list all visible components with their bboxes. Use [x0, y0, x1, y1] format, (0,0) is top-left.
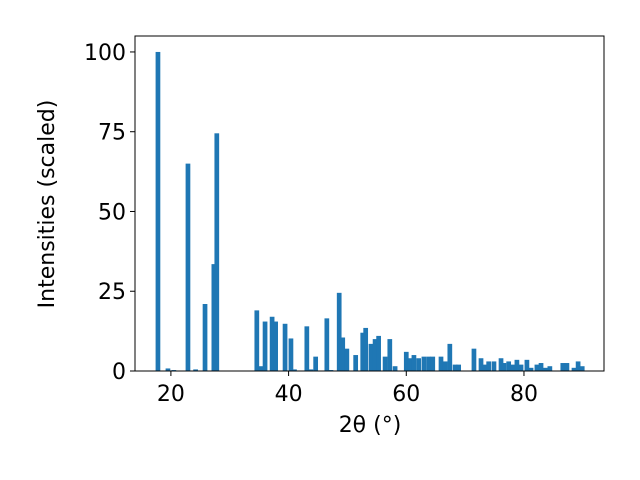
y-tick-label: 0 [112, 360, 126, 385]
bar [155, 51, 161, 371]
bar [571, 367, 577, 371]
bar [254, 310, 260, 371]
bar [288, 338, 294, 371]
bar [528, 367, 534, 371]
bar [538, 363, 544, 371]
bar [185, 163, 191, 371]
x-tick-label: 40 [275, 382, 303, 407]
bar [564, 363, 570, 371]
bar [510, 364, 516, 371]
bar [534, 364, 540, 371]
bar [579, 366, 585, 371]
bar [438, 356, 444, 371]
bar [452, 364, 458, 371]
bar [368, 343, 374, 371]
bar [202, 304, 208, 371]
bar [258, 366, 264, 371]
bar [376, 335, 381, 371]
bar [211, 264, 217, 371]
bar [324, 318, 330, 371]
x-tick-label: 80 [510, 382, 538, 407]
plot-frame [134, 35, 605, 372]
bar [447, 343, 453, 371]
bar [416, 358, 421, 371]
bar [501, 363, 507, 371]
bar [214, 133, 220, 371]
bar [498, 358, 504, 371]
bar [442, 361, 448, 371]
bar [387, 339, 393, 371]
bar [547, 366, 553, 371]
bar [304, 326, 310, 371]
bar [575, 361, 581, 371]
bar [403, 351, 409, 371]
bar [372, 339, 378, 371]
bar [382, 356, 388, 371]
bar [273, 321, 278, 371]
bar [421, 356, 427, 371]
bar [165, 368, 171, 371]
bar [514, 359, 520, 371]
bar [282, 323, 288, 371]
y-tick-label: 25 [98, 280, 126, 305]
bar [542, 367, 548, 371]
bar [456, 364, 462, 371]
bar [344, 348, 350, 371]
x-tick-label: 60 [392, 382, 420, 407]
bar [353, 355, 359, 371]
bar [478, 358, 484, 371]
bar [486, 361, 492, 371]
bar [491, 361, 497, 371]
bar [518, 364, 524, 371]
bar [560, 363, 566, 371]
bar [407, 358, 413, 371]
y-tick-label: 100 [84, 41, 126, 66]
y-tick-label: 50 [98, 200, 126, 225]
bar [269, 316, 275, 371]
bar [411, 355, 417, 371]
x-axis-label: 2θ (°) [339, 413, 402, 438]
bar [336, 292, 342, 371]
bar [360, 332, 366, 371]
bar [471, 348, 477, 371]
bar [262, 321, 268, 371]
bar [340, 337, 346, 371]
bar [524, 359, 530, 371]
y-axis-label: Intensities (scaled) [35, 100, 60, 309]
bar [292, 369, 297, 371]
bar [308, 369, 314, 371]
x-tick-label: 20 [157, 382, 185, 407]
bar [482, 364, 488, 371]
bar [313, 356, 319, 371]
bar [193, 369, 198, 371]
y-tick-label: 75 [98, 121, 126, 146]
bar [430, 356, 436, 371]
bar [506, 361, 512, 371]
bar [392, 366, 398, 371]
bar [363, 327, 369, 371]
bar [426, 356, 431, 371]
